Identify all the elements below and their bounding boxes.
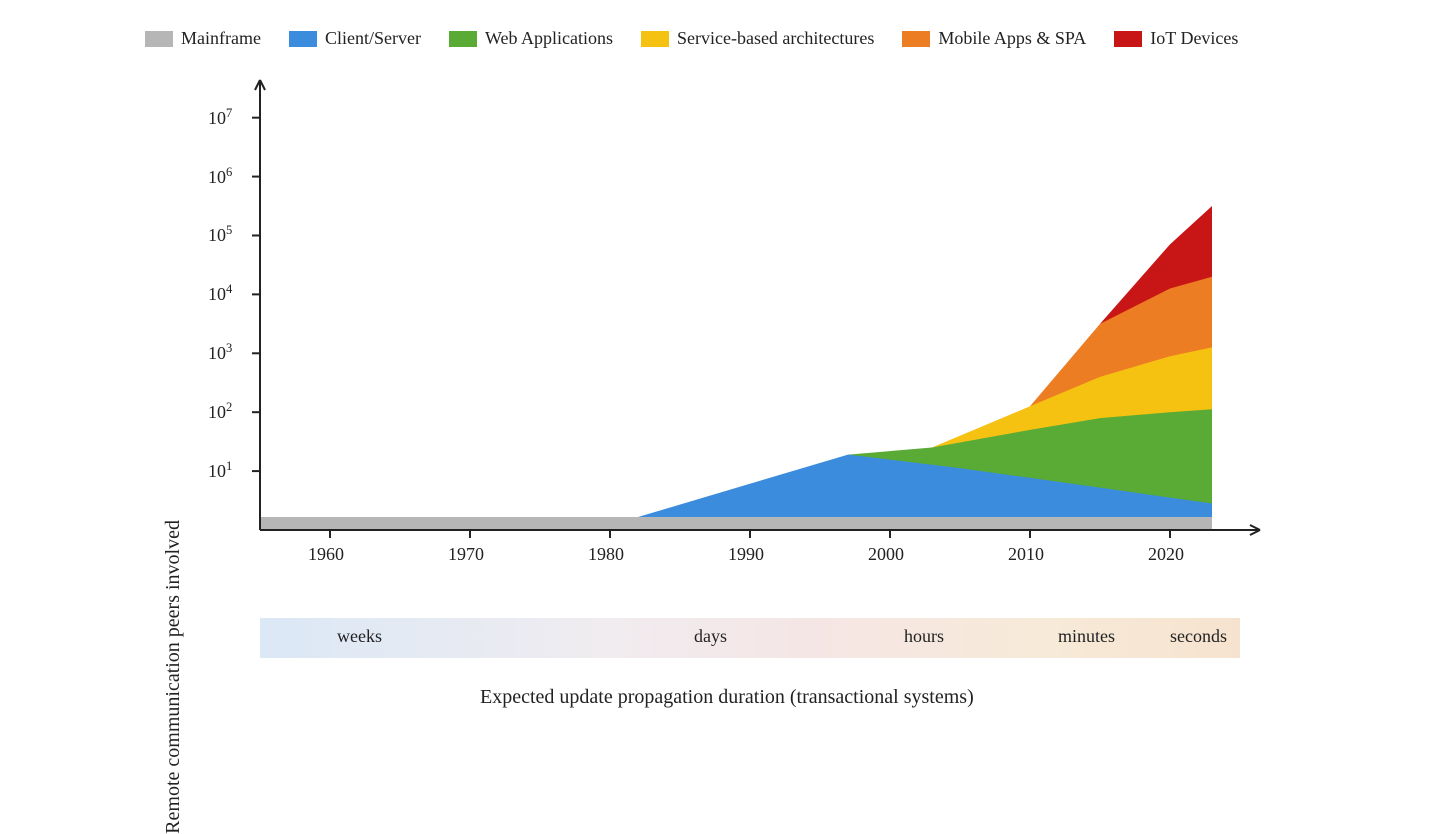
duration-label: minutes	[1058, 626, 1115, 647]
x-axis-title: Expected update propagation duration (tr…	[480, 686, 974, 709]
duration-label: days	[694, 626, 727, 647]
duration-label: weeks	[337, 626, 382, 647]
duration-label: seconds	[1170, 626, 1227, 647]
duration-label: hours	[904, 626, 944, 647]
